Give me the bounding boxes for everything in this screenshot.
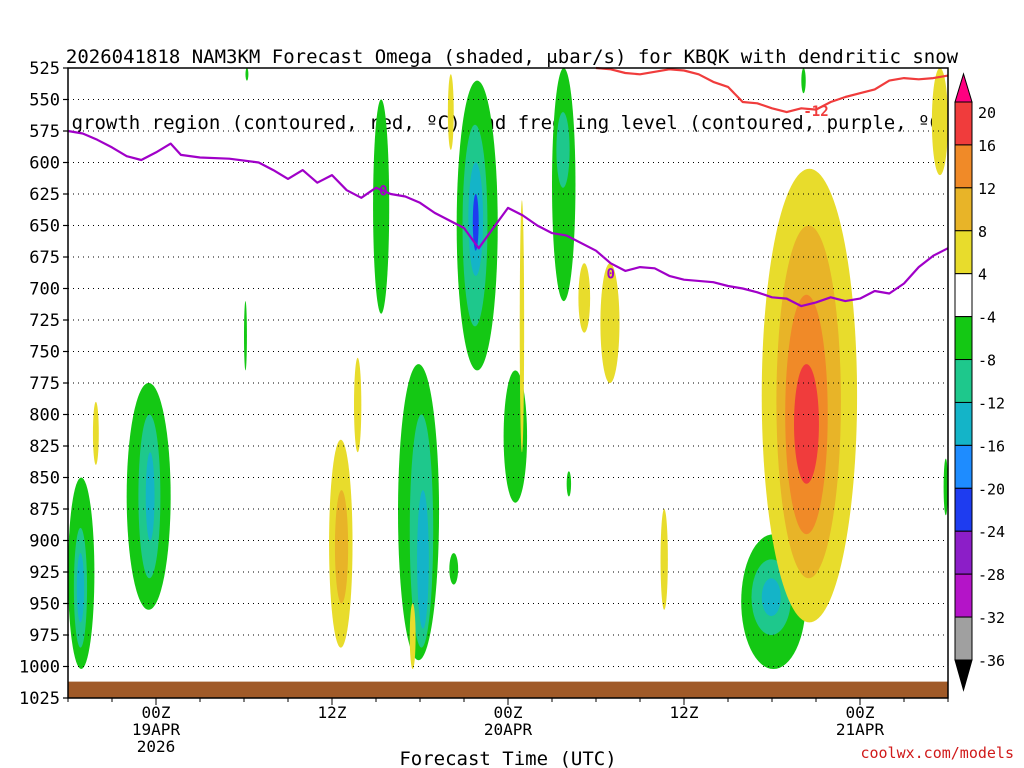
y-tick-label-925: 925 — [29, 563, 60, 583]
contour-layer: 0 0 -12 — [67, 66, 949, 308]
omega-region-orange-3 — [334, 490, 349, 604]
colorbar-label-11: -28 — [978, 566, 1005, 584]
y-tick-label-725: 725 — [29, 311, 60, 331]
colorbar-swatch-9 — [954, 444, 973, 489]
colorbar-label-2: 12 — [978, 180, 996, 198]
ground-terrain — [68, 681, 948, 698]
y-tick-label-775: 775 — [29, 374, 60, 394]
omega-region-green-15 — [801, 68, 806, 94]
omega-region-cyan-left-sfc — [76, 553, 85, 623]
y-tick-label-975: 975 — [29, 626, 60, 646]
colorbar-label-8: -16 — [978, 437, 1005, 455]
y-tick-label-600: 600 — [29, 154, 60, 174]
colorbar-swatch-8 — [954, 401, 973, 446]
grid-layer — [68, 99, 948, 667]
freezing-level-line — [67, 129, 949, 308]
colorbar-swatch-13 — [954, 616, 973, 661]
omega-region-cyan-12 — [761, 578, 781, 617]
y-tick-label-1025: 1025 — [19, 689, 60, 709]
colorbar-label-13: -36 — [978, 652, 1005, 670]
y-tick-label-825: 825 — [29, 437, 60, 457]
y-tick-label-950: 950 — [29, 595, 60, 615]
colorbar-label-0: 20 — [978, 104, 996, 122]
x-tick-label-6-3: 2026 — [137, 737, 176, 756]
y-tick-label-800: 800 — [29, 406, 60, 426]
omega-region-green-16 — [244, 301, 247, 371]
colorbar-swatch-6 — [954, 316, 973, 361]
omega-region-cyan-4 — [417, 490, 429, 629]
freezing-level-label-1: 0 — [379, 183, 387, 199]
omega-region-green-17 — [566, 471, 572, 497]
x-tick-label-6-2: 19APR — [132, 720, 181, 739]
dgz-label: -12 — [803, 104, 828, 120]
omega-region-yellow-7 — [519, 200, 525, 453]
omega-region-green-14 — [943, 458, 948, 516]
colorbar-swatch-10 — [954, 487, 973, 532]
colorbar-label-5: -4 — [978, 309, 996, 327]
colorbar-label-4: 4 — [978, 266, 987, 284]
colorbar-label-7: -12 — [978, 394, 1005, 412]
omega-region-blue-5 — [472, 194, 479, 251]
omega-region-green-6 — [373, 99, 390, 314]
ground-layer — [68, 681, 948, 698]
x-tick-label-30-1: 00Z — [494, 703, 523, 722]
omega-region-yellow-3b — [354, 357, 362, 453]
colorbar-swatch-5 — [954, 273, 973, 318]
y-tick-label-675: 675 — [29, 248, 60, 268]
x-tick-label-18-1: 12Z — [318, 703, 347, 722]
colorbar-swatch-11 — [954, 530, 973, 575]
y-tick-label-700: 700 — [29, 280, 60, 300]
colorbar-swatch-2 — [954, 144, 973, 189]
y-tick-label-575: 575 — [29, 122, 60, 142]
colorbar-label-10: -24 — [978, 523, 1005, 541]
chart-title-line-1: 2026041818 NAM3KM Forecast Omega (shaded… — [65, 46, 959, 68]
omega-region-yellow-11 — [660, 509, 668, 610]
credit-text[interactable]: coolwx.com/models — [860, 744, 1014, 762]
colorbar-swatch-1 — [954, 101, 973, 146]
y-tick-label-1000: 1000 — [19, 658, 60, 678]
x-axis-title: Forecast Time (UTC) — [399, 748, 616, 768]
x-tick-label-54-2: 21APR — [836, 720, 885, 739]
omega-region-green-18 — [449, 553, 459, 585]
omega-region-yellow-left-low — [92, 401, 99, 465]
omega-region-yellow-top-left-tall — [447, 74, 454, 150]
omega-region-cyan-2 — [145, 452, 155, 541]
dgz-minus12-line — [595, 66, 949, 114]
freezing-level-label-2: 0 — [606, 266, 614, 282]
y-axis: 525 550 575 600 625 650 675 700 725 750 775 800 825 8… — [19, 59, 68, 709]
x-tick-label-6-1: 00Z — [142, 703, 171, 722]
y-tick-label-900: 900 — [29, 532, 60, 552]
colorbar-swatch-4 — [954, 230, 973, 275]
colorbar-label-1: 16 — [978, 137, 996, 155]
colorbar-swatch-12 — [954, 573, 973, 618]
colorbar-label-12: -32 — [978, 609, 1005, 627]
y-tick-label-875: 875 — [29, 500, 60, 520]
y-tick-label-650: 650 — [29, 217, 60, 237]
colorbar-bottom-arrow — [954, 659, 973, 692]
colorbar-label-3: 8 — [978, 223, 987, 241]
colorbar-swatch-7 — [954, 359, 973, 403]
y-tick-label-525: 525 — [29, 59, 60, 79]
y-tick-label-550: 550 — [29, 91, 60, 111]
omega-region-teal-8 — [556, 112, 570, 188]
colorbar-top-arrow — [954, 72, 973, 103]
x-tick-label-30-2: 20APR — [484, 720, 533, 739]
y-tick-label-850: 850 — [29, 469, 60, 489]
y-tick-label-750: 750 — [29, 343, 60, 363]
omega-region-yellow-14 — [931, 68, 949, 176]
x-tick-label-42-1: 12Z — [670, 703, 699, 722]
y-tick-label-625: 625 — [29, 185, 60, 205]
omega-region-green-19 — [245, 68, 249, 81]
colorbar-swatch-3 — [954, 187, 973, 232]
omega-region-yellow-4 — [409, 603, 416, 670]
colorbar-label-9: -20 — [978, 480, 1005, 498]
colorbar-label-6: -8 — [978, 352, 996, 370]
omega-region-yellow-9 — [578, 263, 591, 333]
omega-region-yellow-10 — [600, 263, 620, 383]
omega-region-red-13 — [794, 364, 819, 484]
colorbar: 20 16 12 8 4 -4 -8 -12 -16 -20 -24 -28 -32 -36 — [954, 72, 1005, 692]
x-tick-label-54-1: 00Z — [846, 703, 875, 722]
